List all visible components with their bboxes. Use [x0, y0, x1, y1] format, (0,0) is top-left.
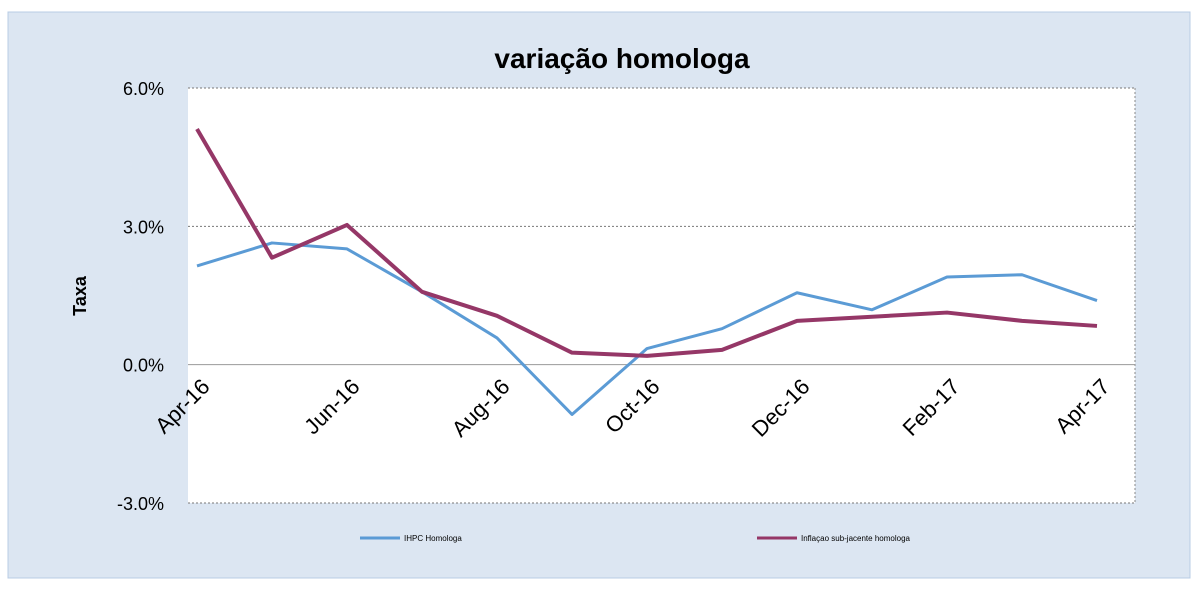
y-axis-label: Taxa [70, 275, 90, 316]
y-tick-label: 3.0% [123, 217, 164, 237]
chart-title: variação homologa [494, 43, 750, 74]
y-tick-label: -3.0% [117, 494, 164, 514]
data-line [195, 128, 1098, 358]
y-tick-label: 0.0% [123, 356, 164, 376]
plot-area [188, 88, 1135, 503]
y-tick-label: 6.0% [123, 79, 164, 99]
legend-label: Inflaçao sub-jacente homologa [801, 534, 911, 543]
legend-label: IHPC Homologa [404, 534, 462, 543]
data-line [196, 241, 1098, 416]
